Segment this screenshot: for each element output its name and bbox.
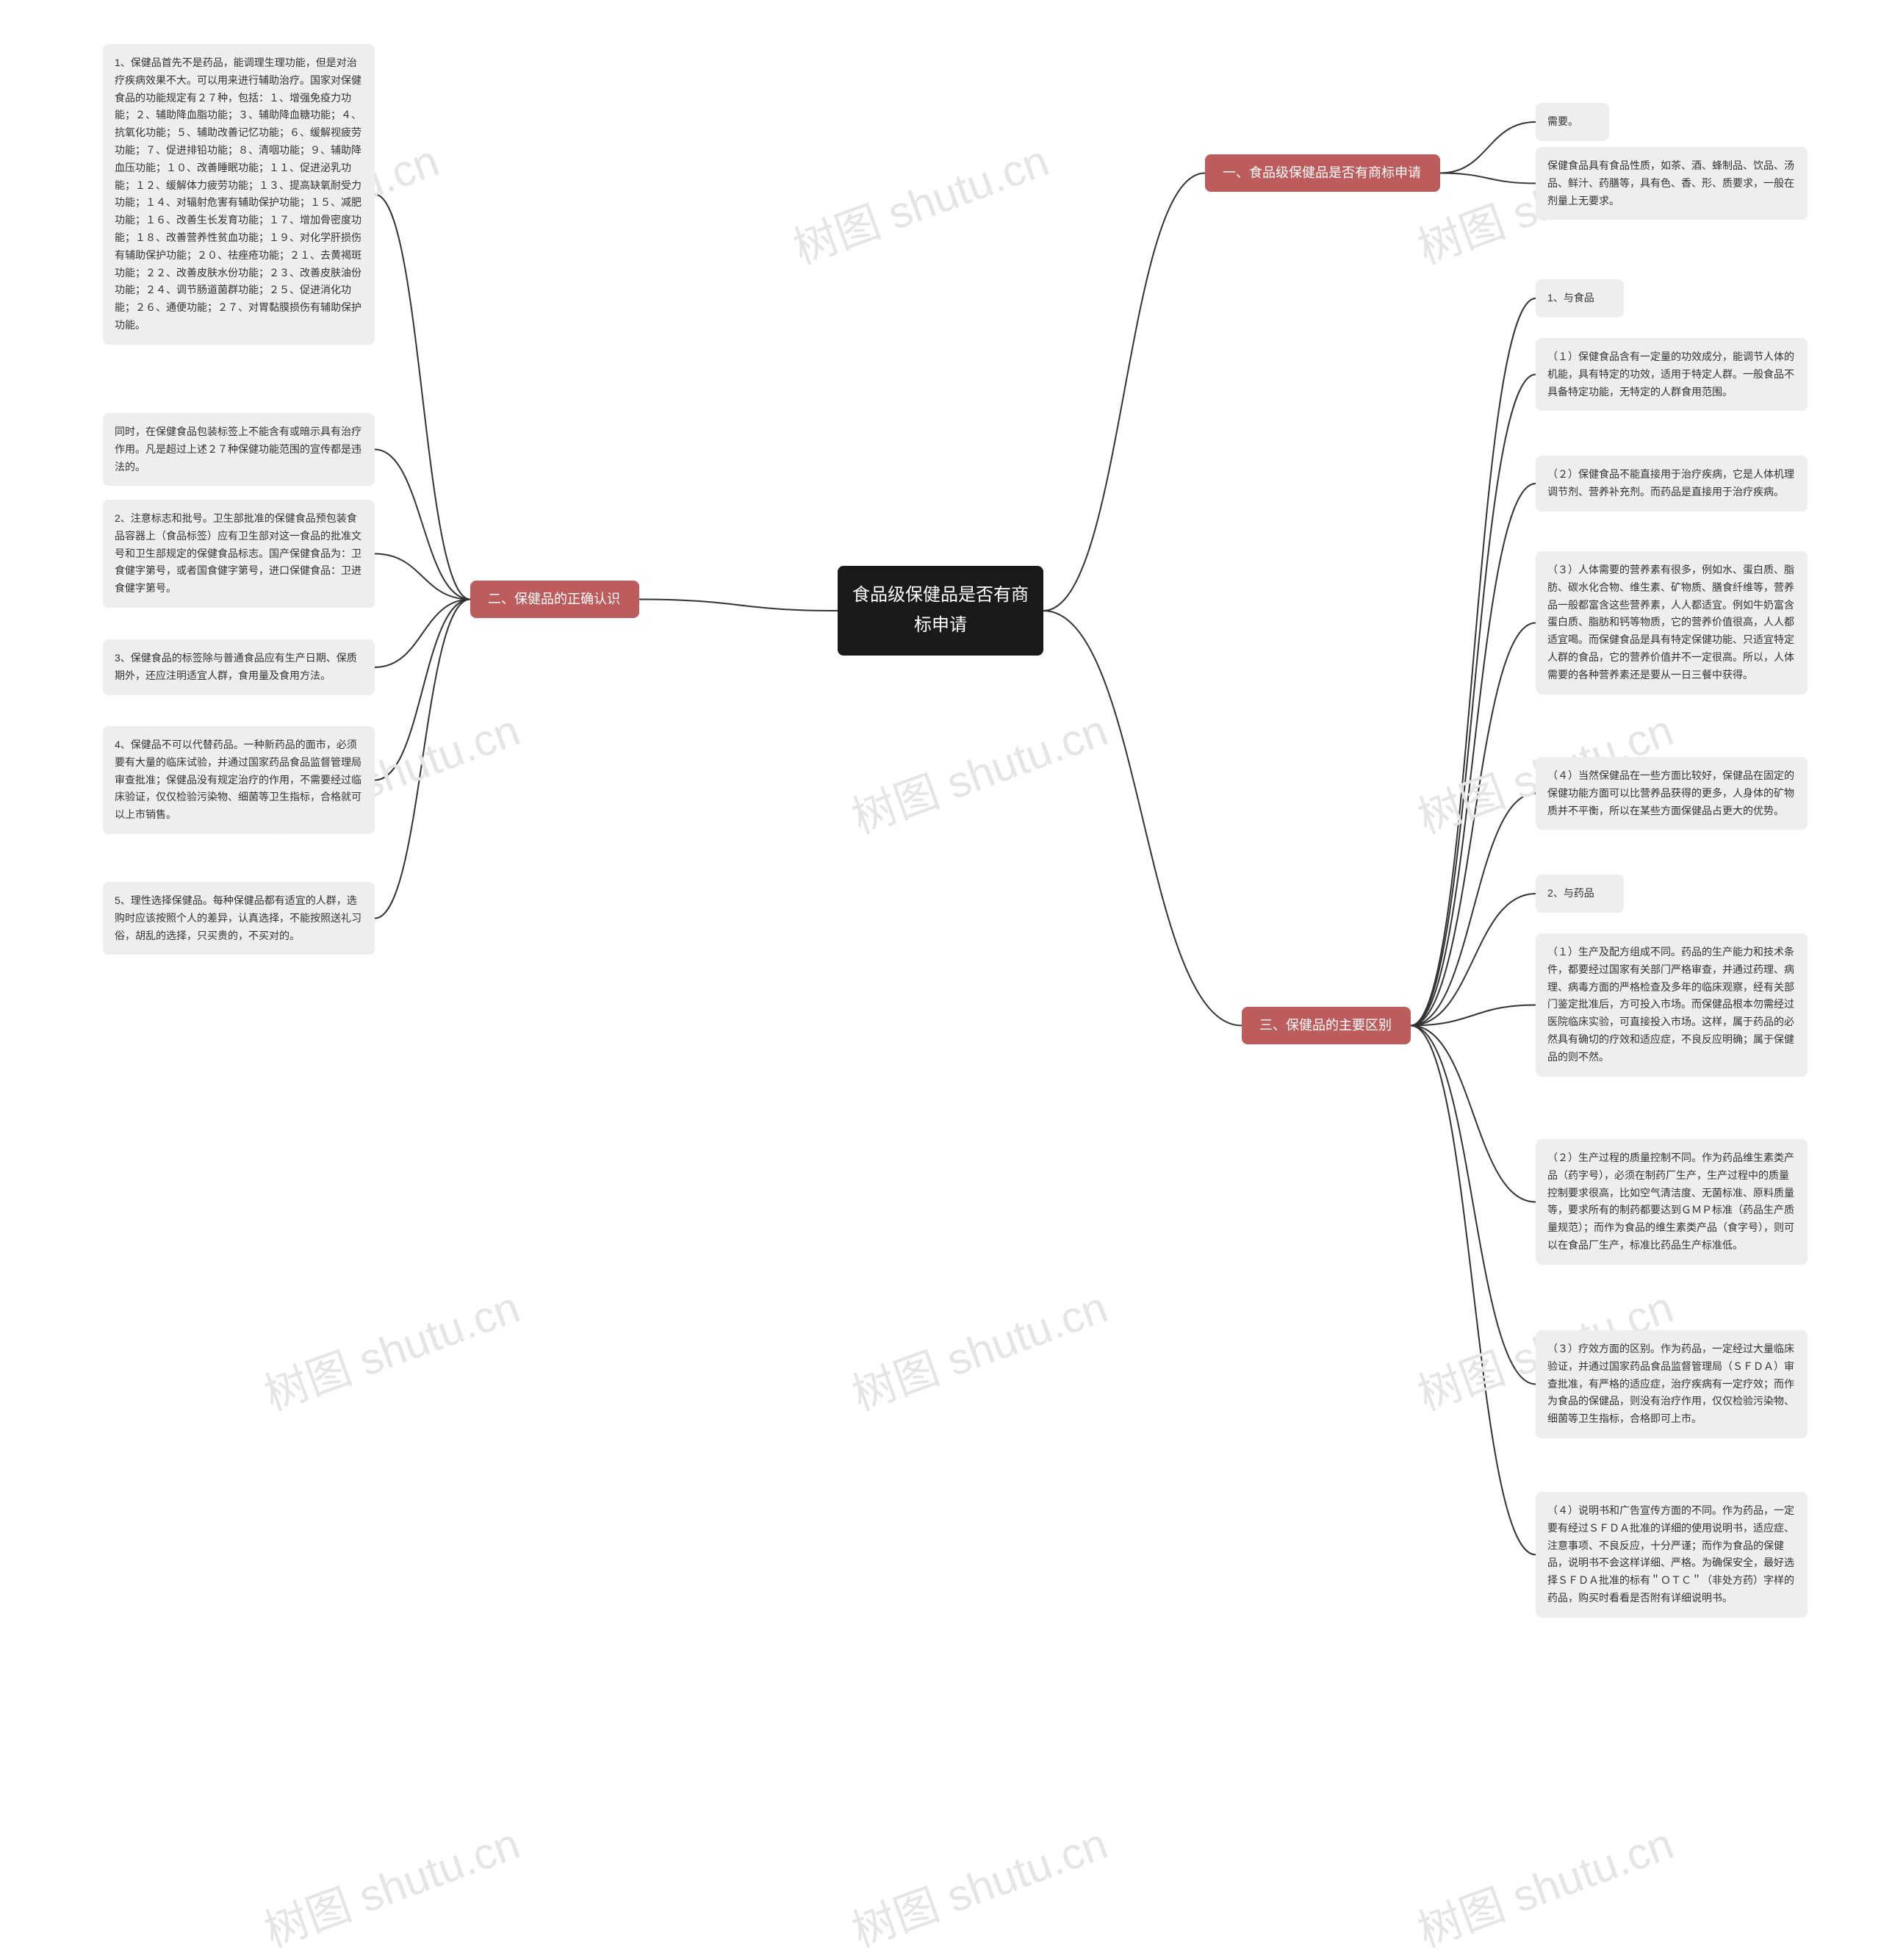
watermark: 树图 shutu.cn (1408, 1808, 1680, 1959)
leaf-b3l1: 1、与食品 (1536, 279, 1624, 317)
leaf-b2l4-label: 3、保健食品的标签除与普通食品应有生产日期、保质期外，还应注明适宜人群，食用量及… (115, 652, 357, 681)
leaf-b3l4-label: （３）人体需要的营养素有很多，例如水、蛋白质、脂肪、碳水化合物、维生素、矿物质、… (1547, 564, 1794, 681)
watermark: 树图 shutu.cn (783, 125, 1056, 276)
leaf-b1l1: 需要。 (1536, 103, 1609, 141)
link-root-b2 (639, 600, 838, 611)
leaf-b2l5: 4、保健品不可以代替药品。一种新药品的面市，必须要有大量的临床试验，并通过国家药… (103, 726, 375, 834)
leaf-b3l2: （１）保健食品含有一定量的功效成分，能调节人体的机能，具有特定的功效，适用于特定… (1536, 338, 1808, 411)
leaf-b3l3-label: （２）保健食品不能直接用于治疗疾病，它是人体机理调节剂、营养补充剂。而药品是直接… (1547, 468, 1794, 498)
branch-b2: 二、保健品的正确认识 (470, 581, 639, 618)
branch-b1-label: 一、食品级保健品是否有商标申请 (1223, 165, 1421, 180)
link-b2-b2l1 (375, 195, 470, 600)
watermark: 树图 shutu.cn (254, 1271, 527, 1423)
link-b2-b2l3 (375, 554, 470, 600)
link-b2-b2l4 (375, 600, 470, 668)
leaf-b3l8-label: （２）生产过程的质量控制不同。作为药品维生素类产品（药字号），必须在制药厂生产，… (1547, 1152, 1794, 1251)
leaf-b3l7-label: （１）生产及配方组成不同。药品的生产能力和技术条件，都要经过国家有关部门严格审查… (1547, 946, 1794, 1063)
link-b2-b2l6 (375, 600, 470, 919)
leaf-b3l5-label: （４）当然保健品在一些方面比较好，保健品在固定的保健功能方面可以比营养品获得的更… (1547, 769, 1794, 816)
leaf-b2l2: 同时，在保健食品包装标签上不能含有或暗示具有治疗作用。凡是超过上述２７种保健功能… (103, 413, 375, 486)
leaf-b3l5: （４）当然保健品在一些方面比较好，保健品在固定的保健功能方面可以比营养品获得的更… (1536, 757, 1808, 830)
leaf-b3l8: （２）生产过程的质量控制不同。作为药品维生素类产品（药字号），必须在制药厂生产，… (1536, 1139, 1808, 1265)
leaf-b2l6-label: 5、理性选择保健品。每种保健品都有适宜的人群，选购时应该按照个人的差异，认真选择… (115, 894, 362, 941)
link-b2-b2l5 (375, 600, 470, 780)
leaf-b3l1-label: 1、与食品 (1547, 292, 1594, 304)
link-b3-b3l8 (1411, 1026, 1536, 1202)
link-b3-b3l3 (1411, 484, 1536, 1026)
leaf-b3l2-label: （１）保健食品含有一定量的功效成分，能调节人体的机能，具有特定的功效，适用于特定… (1547, 351, 1794, 398)
mindmap-root-label: 食品级保健品是否有商标申请 (852, 585, 1029, 635)
watermark: 树图 shutu.cn (842, 1808, 1115, 1959)
link-b3-b3l2 (1411, 375, 1536, 1026)
leaf-b2l1: 1、保健品首先不是药品，能调理生理功能，但是对治疗疾病效果不大。可以用来进行辅助… (103, 44, 375, 345)
link-root-b3 (1043, 611, 1242, 1026)
leaf-b3l7: （１）生产及配方组成不同。药品的生产能力和技术条件，都要经过国家有关部门严格审查… (1536, 933, 1808, 1077)
watermark: 树图 shutu.cn (842, 694, 1115, 846)
branch-b1: 一、食品级保健品是否有商标申请 (1205, 154, 1440, 192)
mindmap-root: 食品级保健品是否有商标申请 (838, 566, 1043, 656)
branch-b2-label: 二、保健品的正确认识 (488, 592, 620, 606)
leaf-b1l1-label: 需要。 (1547, 115, 1578, 127)
branch-b3: 三、保健品的主要区别 (1242, 1007, 1411, 1044)
leaf-b2l3: 2、注意标志和批号。卫生部批准的保健食品预包装食品容器上（食品标签）应有卫生部对… (103, 500, 375, 608)
leaf-b3l3: （２）保健食品不能直接用于治疗疾病，它是人体机理调节剂、营养补充剂。而药品是直接… (1536, 456, 1808, 511)
link-b3-b3l1 (1411, 298, 1536, 1026)
leaf-b1l2-label: 保健食品具有食品性质，如茶、酒、蜂制品、饮品、汤品、鲜汁、药膳等，具有色、香、形… (1547, 159, 1794, 207)
link-b3-b3l4 (1411, 623, 1536, 1026)
watermark: 树图 shutu.cn (842, 1271, 1115, 1423)
leaf-b3l10-label: （４）说明书和广告宣传方面的不同。作为药品，一定要有经过ＳＦＤＡ批准的详细的使用… (1547, 1504, 1794, 1604)
leaf-b3l9: （３）疗效方面的区别。作为药品，一定经过大量临床验证，并通过国家药品食品监督管理… (1536, 1330, 1808, 1438)
link-b1-b1l1 (1440, 122, 1536, 173)
leaf-b2l1-label: 1、保健品首先不是药品，能调理生理功能，但是对治疗疾病效果不大。可以用来进行辅助… (115, 57, 362, 331)
leaf-b2l3-label: 2、注意标志和批号。卫生部批准的保健食品预包装食品容器上（食品标签）应有卫生部对… (115, 512, 362, 594)
link-b3-b3l9 (1411, 1026, 1536, 1385)
leaf-b2l4: 3、保健食品的标签除与普通食品应有生产日期、保质期外，还应注明适宜人群，食用量及… (103, 639, 375, 695)
link-b2-b2l2 (375, 450, 470, 600)
leaf-b3l9-label: （３）疗效方面的区别。作为药品，一定经过大量临床验证，并通过国家药品食品监督管理… (1547, 1343, 1794, 1424)
link-b3-b3l10 (1411, 1026, 1536, 1555)
link-b3-b3l6 (1411, 894, 1536, 1026)
leaf-b3l10: （４）说明书和广告宣传方面的不同。作为药品，一定要有经过ＳＦＤＡ批准的详细的使用… (1536, 1492, 1808, 1618)
branch-b3-label: 三、保健品的主要区别 (1259, 1018, 1392, 1033)
link-root-b1 (1043, 173, 1205, 611)
leaf-b2l2-label: 同时，在保健食品包装标签上不能含有或暗示具有治疗作用。凡是超过上述２７种保健功能… (115, 426, 362, 473)
link-b3-b3l5 (1411, 794, 1536, 1026)
leaf-b3l6: 2、与药品 (1536, 875, 1624, 913)
watermark: 树图 shutu.cn (254, 1808, 527, 1959)
leaf-b2l5-label: 4、保健品不可以代替药品。一种新药品的面市，必须要有大量的临床试验，并通过国家药… (115, 739, 362, 820)
leaf-b2l6: 5、理性选择保健品。每种保健品都有适宜的人群，选购时应该按照个人的差异，认真选择… (103, 882, 375, 955)
link-b3-b3l7 (1411, 1005, 1536, 1026)
leaf-b3l4: （３）人体需要的营养素有很多，例如水、蛋白质、脂肪、碳水化合物、维生素、矿物质、… (1536, 551, 1808, 694)
leaf-b3l6-label: 2、与药品 (1547, 887, 1594, 899)
link-b1-b1l2 (1440, 173, 1536, 184)
leaf-b1l2: 保健食品具有食品性质，如茶、酒、蜂制品、饮品、汤品、鲜汁、药膳等，具有色、香、形… (1536, 147, 1808, 220)
